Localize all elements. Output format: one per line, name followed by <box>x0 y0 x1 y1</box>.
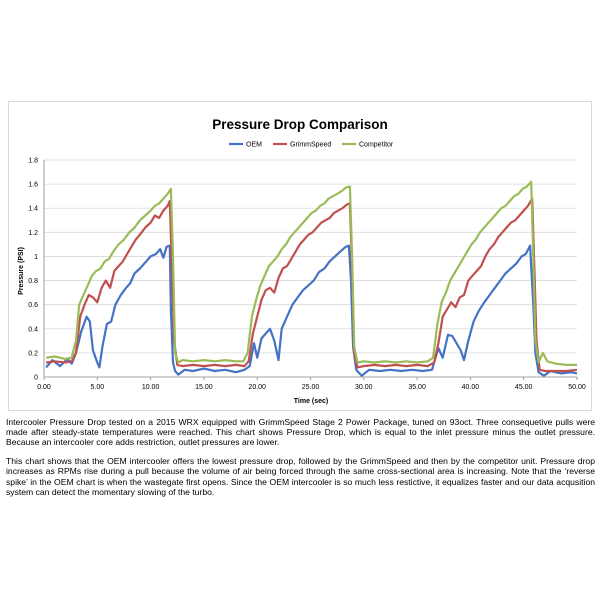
y-tick-label: 1.8 <box>28 158 38 165</box>
series-line-grimmspeed <box>45 197 578 373</box>
legend-label-grimmspeed: GrimmSpeed <box>290 142 331 149</box>
y-tick-label: 0.4 <box>28 326 38 333</box>
x-tick-label: 10.00 <box>142 384 160 391</box>
axes <box>43 160 578 380</box>
x-tick-label: 45.00 <box>515 384 533 391</box>
series-layer <box>45 180 578 377</box>
y-tick-label: 0.6 <box>28 302 38 309</box>
legend-label-competitor: Competitor <box>359 142 394 149</box>
pressure-drop-chart: Pressure Drop Comparison OEM GrimmSpeed Co… <box>18 117 586 405</box>
x-tick-label: 5.00 <box>90 384 104 391</box>
chart-legend: OEM GrimmSpeed Competitor <box>229 142 394 149</box>
x-tick-labels: 0.00 5.00 10.00 15.00 20.00 25.00 30.00 35.00 40… <box>37 384 586 391</box>
series-line-oem <box>45 244 578 377</box>
y-tick-label: 1.2 <box>28 230 38 237</box>
x-tick-label: 30.00 <box>355 384 373 391</box>
y-tick-label: 0 <box>34 375 38 382</box>
y-tick-labels: 0 0.2 0.4 0.6 0.8 1 1.2 1.4 1.6 1.8 <box>28 158 38 382</box>
y-tick-label: 0.2 <box>28 350 38 357</box>
x-tick-label: 0.00 <box>37 384 51 391</box>
gridlines <box>44 159 577 354</box>
y-tick-label: 0.8 <box>28 278 38 285</box>
y-axis-label: Pressure (PSI) <box>18 247 25 295</box>
series-line-competitor <box>45 180 577 366</box>
x-tick-label: 50.00 <box>568 384 586 391</box>
legend-label-oem: OEM <box>246 142 262 149</box>
x-tick-label: 35.00 <box>408 384 426 391</box>
x-tick-label: 40.00 <box>462 384 480 391</box>
x-tick-label: 20.00 <box>248 384 266 391</box>
chart-title: Pressure Drop Comparison <box>212 117 388 132</box>
y-tick-label: 1.6 <box>28 182 38 189</box>
y-tick-label: 1.4 <box>28 206 38 213</box>
caption-paragraph-1: Intercooler Pressure Drop tested on a 20… <box>6 417 595 448</box>
y-tick-label: 1 <box>34 254 38 261</box>
x-tick-label: 15.00 <box>195 384 213 391</box>
chart-frame: Pressure Drop Comparison OEM GrimmSpeed Co… <box>8 101 592 411</box>
chart-caption: Intercooler Pressure Drop tested on a 20… <box>6 417 595 505</box>
x-tick-label: 25.00 <box>302 384 320 391</box>
caption-paragraph-2: This chart shows that the OEM intercoole… <box>6 456 595 497</box>
x-axis-label: Time (sec) <box>294 398 329 405</box>
